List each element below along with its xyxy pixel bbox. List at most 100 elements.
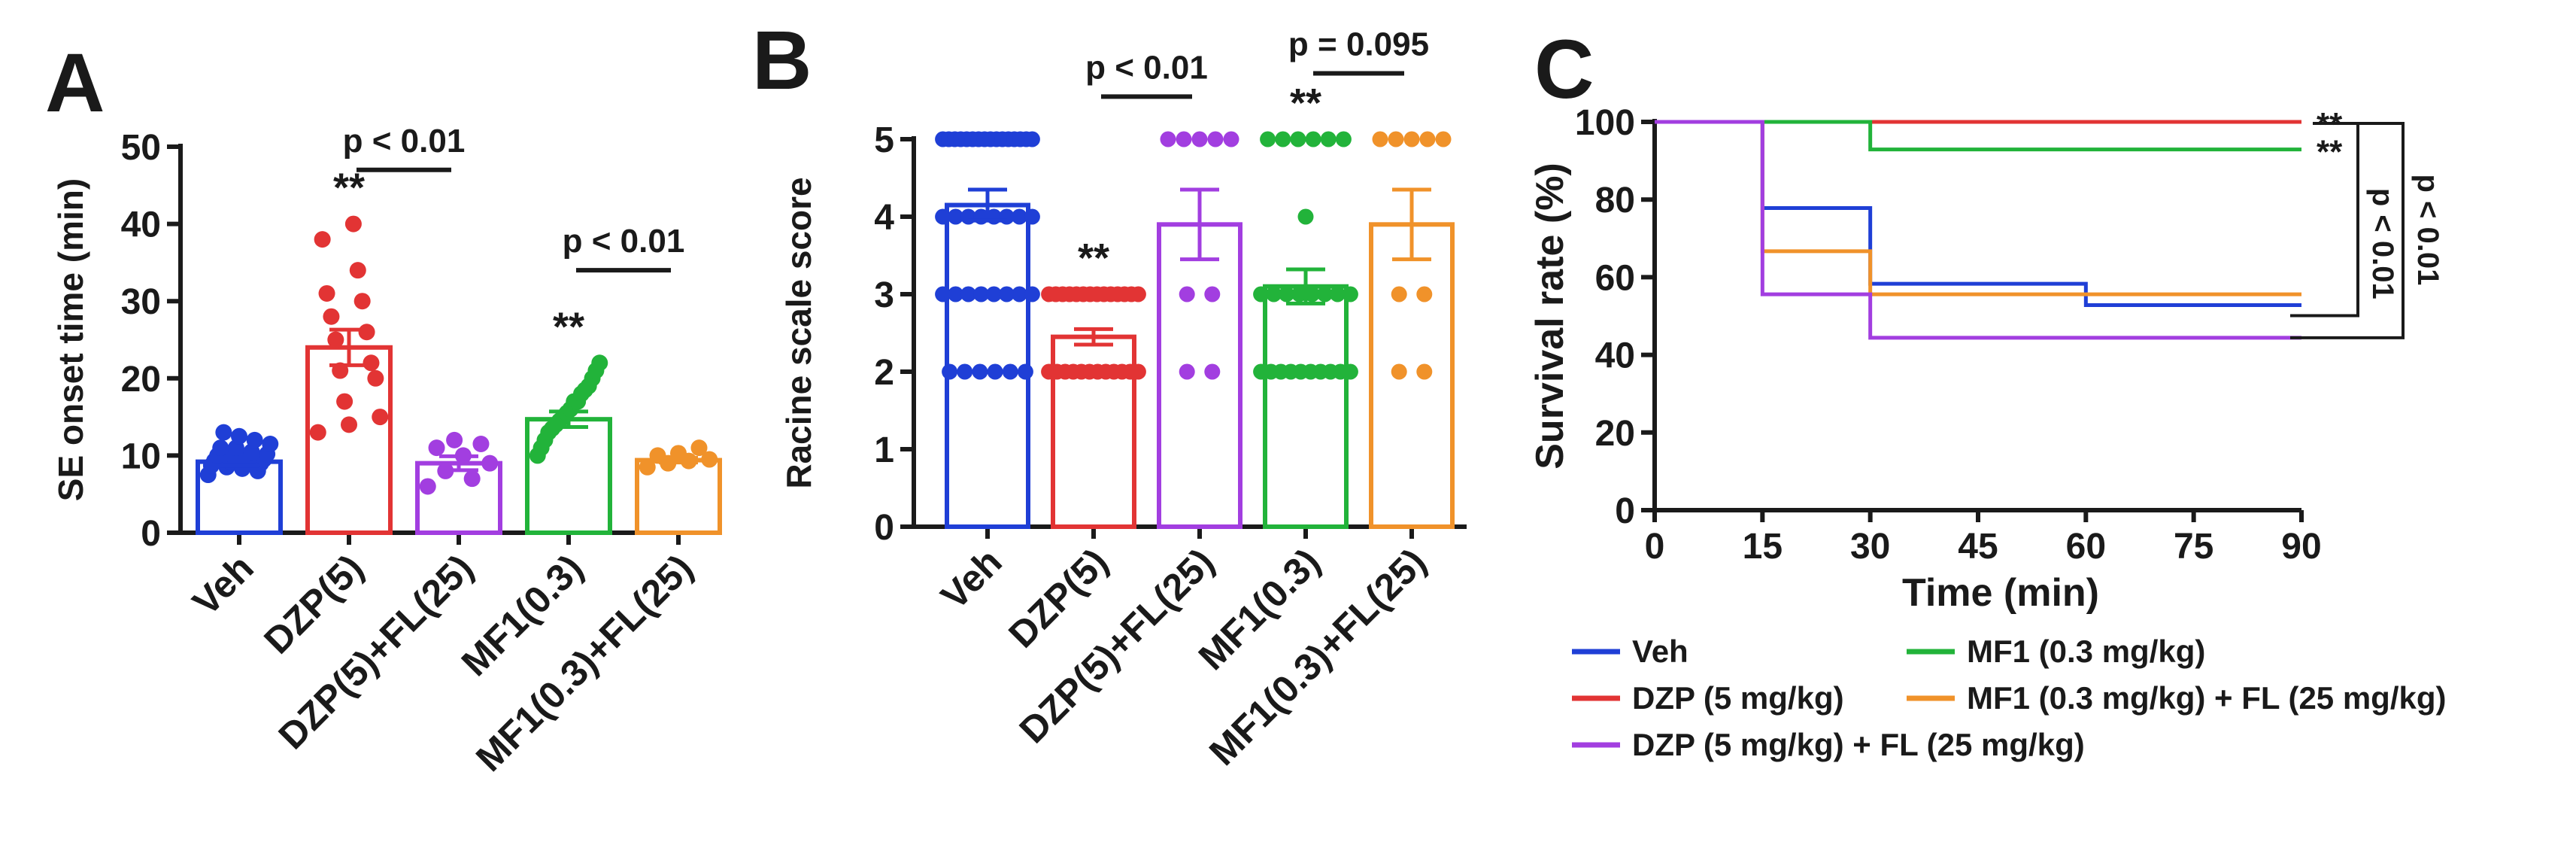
y-tick-label: 3	[874, 275, 894, 315]
y-tick-label: 2	[874, 353, 894, 393]
significance-stars: **	[2317, 134, 2343, 171]
data-point-dzp	[309, 424, 326, 441]
data-point-dzp	[349, 262, 366, 279]
panel-a-marks: ** ** p < 0.01 p < 0.01	[196, 123, 722, 536]
data-point-dzp	[363, 354, 380, 372]
survival-line-dzp_fl	[1655, 120, 2301, 340]
y-tick-label: 10	[121, 436, 161, 476]
x-tick-label-2: DZP(5)+FL(25)	[1012, 540, 1222, 751]
data-point-veh	[942, 363, 958, 380]
panel-c-axes: 0 20 40 60 80 100 0 15 30 45 60 75 90 Survival rate (…	[1528, 103, 2322, 615]
data-point-veh	[960, 286, 977, 302]
y-tick-label: 0	[141, 514, 161, 554]
data-point-mf1_fl	[1416, 363, 1433, 380]
panel-c-letter: C	[1534, 23, 1594, 116]
data-point-mf1	[1290, 131, 1306, 147]
bar-dzp_fl	[1157, 222, 1242, 529]
x-tick-label: 45	[1958, 527, 1998, 567]
data-point-dzp_fl	[463, 470, 481, 488]
data-point-mf1_fl	[1391, 286, 1407, 302]
y-tick-label: 4	[874, 198, 894, 238]
data-point-veh	[1024, 208, 1040, 225]
data-point-veh	[935, 286, 951, 302]
data-point-dzp_fl	[472, 436, 490, 453]
data-point-mf1_fl	[1419, 131, 1436, 147]
x-tick-label: 75	[2174, 527, 2213, 567]
data-point-dzp_fl	[1160, 131, 1176, 147]
data-point-veh	[215, 424, 232, 441]
data-point-dzp_fl	[428, 439, 445, 457]
legend-label-dzp: DZP (5 mg/kg)	[1632, 680, 1844, 716]
panel-a-letter: A	[45, 37, 105, 129]
data-point-dzp	[314, 231, 331, 248]
y-tick-label: 50	[121, 128, 161, 168]
data-point-veh	[1002, 363, 1018, 380]
data-point-mf1	[1320, 131, 1337, 147]
data-point-mf1	[1297, 208, 1314, 225]
comparison-label: p < 0.01	[343, 123, 466, 160]
x-tick-label: 60	[2066, 527, 2106, 567]
y-axis-label: Racine scale score	[779, 177, 818, 488]
data-point-mf1_fl	[1416, 286, 1433, 302]
data-point-veh	[212, 439, 229, 457]
survival-line-mf1	[1655, 120, 2301, 152]
data-point-mf1_fl	[1391, 363, 1407, 380]
data-point-veh	[231, 427, 247, 445]
data-point-veh	[972, 363, 988, 380]
comparison-label: p < 0.01	[563, 223, 685, 260]
data-point-veh	[1024, 131, 1040, 147]
x-tick-label: 30	[1850, 527, 1890, 567]
data-point-mf1	[1260, 131, 1276, 147]
y-tick-label: 20	[121, 360, 161, 400]
significance-stars: **	[553, 304, 584, 349]
y-axis-label: Survival rate (%)	[1528, 163, 1572, 470]
data-point-veh	[1017, 363, 1033, 380]
data-point-mf1_fl	[1388, 131, 1404, 147]
data-point-mf1	[1329, 286, 1346, 302]
data-point-veh	[246, 431, 263, 448]
panel-b-marks: ** ** p < 0.01 p = 0.095	[935, 26, 1455, 529]
y-tick-label: 0	[874, 508, 894, 548]
data-point-mf1_fl	[639, 458, 656, 476]
x-tick-label-2: DZP(5)+FL(25)	[271, 546, 481, 757]
data-point-veh	[948, 286, 964, 302]
data-point-dzp_fl	[1191, 131, 1208, 147]
x-tick-label-0: Veh	[933, 540, 1009, 617]
significance-stars: **	[1078, 236, 1109, 281]
comparison-label: p = 0.095	[1288, 26, 1429, 62]
y-tick-label: 100	[1575, 103, 1635, 143]
x-tick-label-0: Veh	[184, 546, 261, 623]
data-point-mf1_fl	[690, 439, 708, 457]
bar-veh	[945, 202, 1030, 529]
data-point-dzp	[318, 284, 335, 302]
data-point-mf1	[1316, 286, 1333, 302]
comparison-bracket	[2290, 122, 2359, 318]
data-point-dzp	[344, 215, 362, 233]
panel-c: C 0 20 40 60 80 100 0 15 30 45 60 75 90 Survival rate…	[1528, 23, 2447, 762]
data-point-mf1	[591, 354, 608, 372]
x-axis-label: Time (min)	[1902, 571, 2099, 615]
data-point-veh	[1011, 286, 1027, 302]
significance-stars: **	[333, 166, 365, 211]
comparison-bracket	[2290, 122, 2405, 339]
data-point-dzp_fl	[1204, 286, 1221, 302]
data-point-veh	[957, 363, 973, 380]
data-point-dzp_fl	[1207, 131, 1224, 147]
x-tick-label: 15	[1743, 527, 1783, 567]
data-point-dzp	[358, 324, 375, 341]
data-point-mf1	[1279, 286, 1295, 302]
data-point-veh	[935, 208, 951, 225]
bar-dzp_fl	[415, 461, 502, 535]
data-point-mf1_fl	[1372, 131, 1388, 147]
comparison-label: p < 0.01	[1085, 49, 1208, 86]
data-point-dzp	[372, 409, 389, 426]
data-point-veh	[985, 286, 1002, 302]
y-tick-label: 0	[1615, 491, 1635, 531]
panel-a: A 0 10 20 30 40 50 SE onset time (min) VehDZP(5…	[45, 37, 722, 780]
legend-label-mf1_fl: MF1 (0.3 mg/kg) + FL (25 mg/kg)	[1967, 680, 2447, 716]
data-point-dzp_fl	[481, 454, 499, 472]
data-point-veh	[948, 208, 964, 225]
data-point-mf1_fl	[701, 451, 718, 468]
